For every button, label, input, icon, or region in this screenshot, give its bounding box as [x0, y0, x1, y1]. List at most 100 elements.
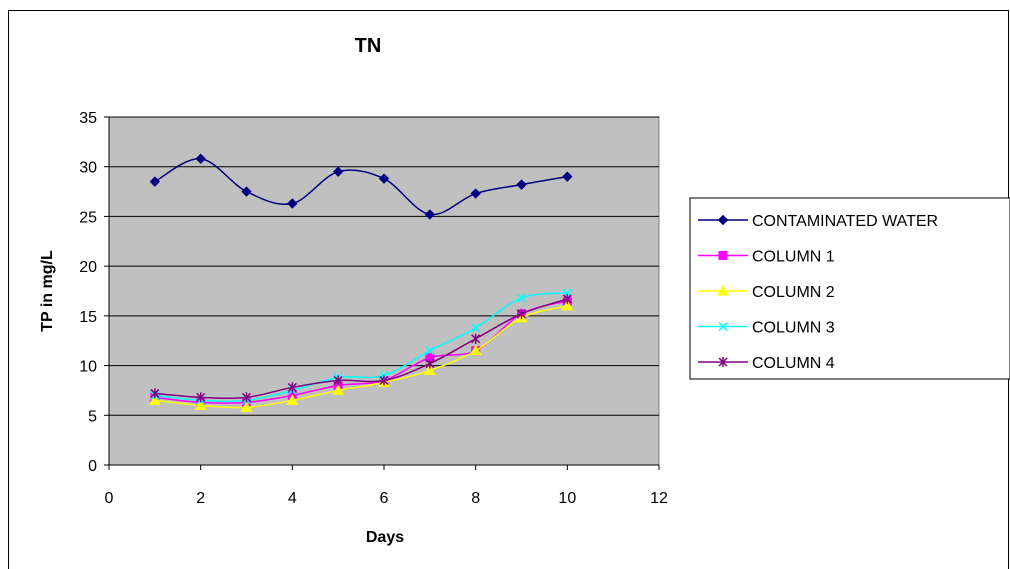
data-point — [516, 179, 527, 190]
legend-label: COLUMN 2 — [752, 284, 835, 301]
square-marker — [718, 251, 728, 260]
y-tick-label: 35 — [79, 110, 97, 127]
series-line — [154, 300, 568, 404]
x-tick-label: 0 — [105, 490, 114, 507]
data-point — [149, 176, 161, 187]
plot-area — [108, 116, 660, 466]
triangle-marker — [469, 344, 482, 356]
diamond-marker — [717, 214, 729, 226]
series-layer — [148, 153, 574, 412]
legend-label: CONTAMINATED WATER — [752, 213, 938, 230]
data-point — [150, 388, 160, 399]
x-tick-label: 10 — [558, 490, 576, 507]
legend-item: COLUMN 3 — [698, 320, 835, 337]
diamond-marker — [562, 171, 573, 182]
data-point — [241, 392, 252, 403]
diamond-marker — [470, 188, 481, 199]
grid-lines — [109, 116, 659, 416]
data-point — [469, 344, 482, 356]
legend-swatch-marker — [718, 357, 728, 367]
data-point — [516, 308, 527, 319]
chart-title: TN — [355, 35, 382, 57]
triangle-marker — [286, 394, 299, 405]
x-tick-label: 2 — [196, 490, 205, 507]
data-point — [424, 209, 436, 220]
data-point — [425, 346, 435, 356]
data-point — [287, 198, 298, 209]
legend-label: COLUMN 4 — [752, 355, 835, 372]
y-tick-label: 20 — [79, 259, 97, 276]
x-marker-stroke — [718, 321, 728, 332]
legend-item: COLUMN 1 — [698, 249, 835, 266]
triangle-marker — [194, 399, 207, 410]
triangle-marker — [717, 284, 729, 296]
data-point — [241, 186, 252, 197]
diamond-marker — [424, 209, 436, 220]
data-point — [240, 401, 253, 412]
series-4 — [150, 293, 572, 403]
data-point — [471, 323, 481, 333]
x-marker-stroke — [516, 293, 527, 303]
legend-label: COLUMN 3 — [752, 320, 835, 337]
data-point — [194, 399, 207, 410]
data-point — [378, 173, 390, 184]
data-point — [286, 394, 299, 405]
x-tick-label: 8 — [471, 490, 480, 507]
data-point — [561, 299, 574, 311]
legend-item: COLUMN 4 — [698, 355, 835, 372]
series-2 — [148, 299, 574, 412]
data-point — [471, 333, 481, 344]
data-point — [332, 166, 344, 177]
diamond-marker — [287, 198, 298, 209]
legend-label: COLUMN 1 — [752, 249, 835, 266]
y-tick-label: 10 — [79, 359, 97, 376]
legend-box — [689, 197, 1010, 380]
triangle-marker — [332, 384, 345, 395]
x-axis-label: Days — [366, 529, 404, 546]
series-line — [154, 292, 568, 403]
x-marker-stroke — [471, 323, 481, 333]
diamond-marker — [378, 173, 390, 184]
legend-item: COLUMN 2 — [698, 284, 835, 301]
data-point — [333, 375, 343, 386]
data-point — [516, 293, 527, 303]
data-point — [470, 188, 481, 199]
data-point — [562, 293, 572, 304]
y-tick-label: 25 — [79, 209, 97, 226]
y-tick-label: 0 — [88, 458, 97, 475]
y-axis-label: TP in mg/L — [39, 250, 56, 332]
diamond-marker — [516, 179, 527, 190]
x-tick-label: 6 — [380, 490, 389, 507]
legend-swatch-marker — [718, 321, 728, 332]
axes — [104, 116, 660, 470]
y-tick-label: 5 — [88, 408, 97, 425]
triangle-marker — [561, 299, 574, 311]
diamond-marker — [195, 153, 206, 164]
y-tick-label: 15 — [79, 309, 97, 326]
legend: CONTAMINATED WATER COLUMN 1 COLUMN 2 COLUMN… — [689, 197, 1010, 380]
data-point — [196, 392, 206, 403]
triangle-marker — [148, 394, 161, 405]
data-point — [425, 358, 435, 369]
series-line — [154, 305, 568, 409]
legend-swatch-marker — [718, 251, 728, 260]
series-line — [154, 298, 568, 400]
diamond-marker — [241, 186, 252, 197]
series-line — [154, 158, 568, 216]
data-point — [562, 171, 573, 182]
data-point — [287, 382, 297, 393]
data-point — [332, 384, 345, 395]
y-tick-label: 30 — [79, 160, 97, 177]
data-point — [148, 394, 161, 405]
data-point — [195, 153, 206, 164]
series-0 — [149, 153, 573, 220]
x-tick-label: 12 — [650, 490, 668, 507]
triangle-marker — [240, 401, 253, 412]
diamond-marker — [149, 176, 161, 187]
legend-swatch-marker — [717, 284, 729, 296]
legend-item: CONTAMINATED WATER — [698, 213, 938, 230]
tick-labels: 0 5 10 15 20 25 30 35 0 2 4 6 8 10 12 — [79, 110, 668, 507]
legend-swatch-marker — [717, 214, 729, 226]
x-tick-label: 4 — [288, 490, 297, 507]
